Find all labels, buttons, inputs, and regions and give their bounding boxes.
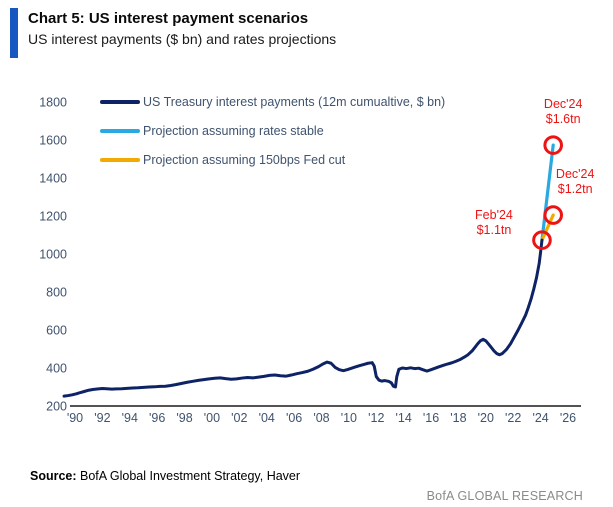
x-tick-label: '14 <box>396 411 412 425</box>
x-tick-label: '18 <box>450 411 466 425</box>
x-tick-label: '10 <box>341 411 357 425</box>
projection-fedcut-line <box>540 213 555 242</box>
x-tick-label: '04 <box>259 411 275 425</box>
chart-subtitle: US interest payments ($ bn) and rates pr… <box>28 31 337 47</box>
annotation-label: $1.1tn <box>477 223 512 237</box>
chart-area: 200 400 600 800 1000 1200 1400 1600 1800 '90 '92 '9… <box>0 80 613 430</box>
legend: US Treasury interest payments (12m cumua… <box>100 92 445 179</box>
legend-label: Projection assuming 150bps Fed cut <box>143 153 346 167</box>
x-tick-label: '24 <box>532 411 548 425</box>
header-text-block: Chart 5: US interest payment scenarios U… <box>28 8 336 58</box>
legend-swatch-orange-line <box>100 158 140 162</box>
y-tick-label: 1600 <box>39 134 67 148</box>
y-tick-label: 600 <box>46 324 67 338</box>
history-line <box>62 238 544 398</box>
legend-label: Projection assuming rates stable <box>143 124 324 138</box>
x-tick-label: '96 <box>149 411 165 425</box>
y-tick-label: 800 <box>46 286 67 300</box>
source-text: BofA Global Investment Strategy, Haver <box>76 468 301 483</box>
x-tick-label: '20 <box>478 411 494 425</box>
legend-item-projection-fedcut: Projection assuming 150bps Fed cut <box>100 150 445 170</box>
annotation-circle <box>543 135 563 155</box>
x-tick-label: '06 <box>286 411 302 425</box>
annotation-label: Dec'24 <box>556 167 595 181</box>
annotation-label: Feb'24 <box>475 208 513 222</box>
x-tick-label: '92 <box>94 411 110 425</box>
projection-stable-line <box>540 143 555 242</box>
legend-swatch-blue-line <box>100 129 140 133</box>
y-tick-label: 1200 <box>39 210 67 224</box>
x-tick-label: '98 <box>176 411 192 425</box>
annotation-label: $1.6tn <box>546 112 581 126</box>
y-tick-label: 200 <box>46 400 67 414</box>
x-tick-label: '94 <box>122 411 138 425</box>
y-tick-label: 1000 <box>39 248 67 262</box>
x-tick-label: '90 <box>67 411 83 425</box>
annotation-label: Dec'24 <box>544 97 583 111</box>
legend-item-projection-stable: Projection assuming rates stable <box>100 121 445 141</box>
chart-title: Chart 5: US interest payment scenarios <box>28 10 309 27</box>
source-label: Source: <box>30 468 77 483</box>
legend-item-treasury-payments: US Treasury interest payments (12m cumua… <box>100 92 445 112</box>
x-tick-label: '26 <box>560 411 576 425</box>
x-tick-label: '16 <box>423 411 439 425</box>
legend-label: US Treasury interest payments (12m cumua… <box>143 95 446 109</box>
annotation-circle <box>543 205 563 225</box>
x-tick-label: '02 <box>231 411 247 425</box>
x-tick-label: '08 <box>313 411 329 425</box>
annotation-circle <box>532 230 552 250</box>
chart-plot: 200 400 600 800 1000 1200 1400 1600 1800 '90 '92 '9… <box>39 96 595 426</box>
y-tick-label: 1400 <box>39 172 67 186</box>
y-tick-label: 1800 <box>39 96 67 110</box>
brand-mark: BofA GLOBAL RESEARCH <box>426 488 583 503</box>
legend-swatch-navy-line <box>100 100 140 104</box>
source-line: Source: BofA Global Investment Strategy,… <box>30 469 300 483</box>
x-tick-label: '22 <box>505 411 521 425</box>
chart-header: Chart 5: US interest payment scenarios U… <box>10 8 336 58</box>
accent-bar <box>10 8 18 58</box>
x-tick-label: '00 <box>204 411 220 425</box>
x-tick-label: '12 <box>368 411 384 425</box>
annotation-label: $1.2tn <box>558 182 593 196</box>
y-tick-label: 400 <box>46 362 67 376</box>
